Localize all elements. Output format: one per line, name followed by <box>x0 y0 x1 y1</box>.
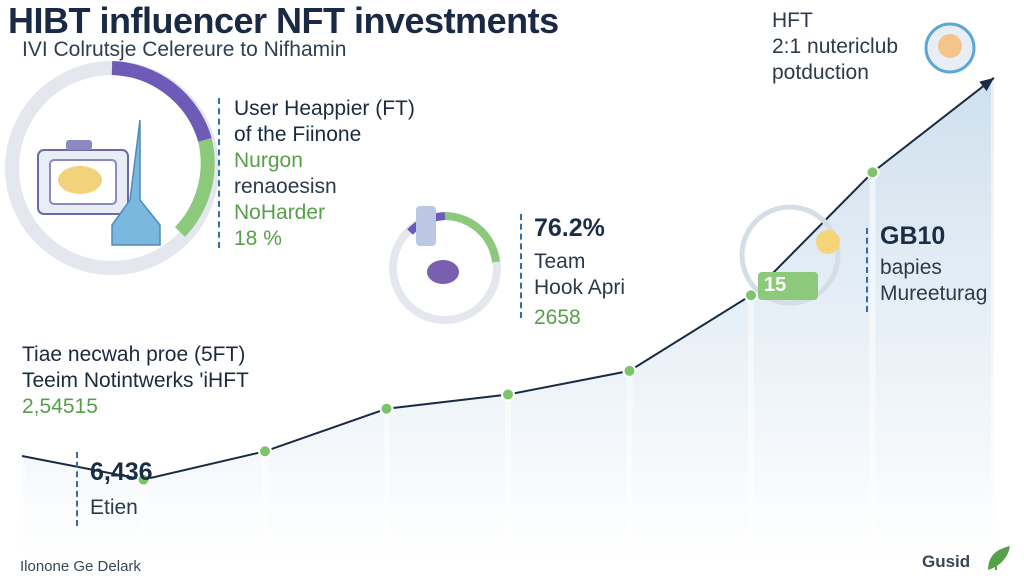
footer-left-text: Ilonone Ge Delark <box>20 558 141 575</box>
callout-line: Nurgon <box>234 149 303 172</box>
callout-value: 2,54515 <box>22 395 98 418</box>
callout-line: Teeim Notintwerks 'iHFT <box>22 369 249 392</box>
callout-value: GB10 <box>880 222 946 250</box>
callout-line: Tiae necwah proe (5FT) <box>22 343 246 366</box>
callout-value: 76.2% <box>534 214 605 242</box>
callout-line: 2:1 nutericlub <box>772 35 899 58</box>
callout-line: potduction <box>772 61 869 84</box>
callout-value-secondary: 2658 <box>534 306 581 329</box>
callout-bottom: 6,436 Etien <box>90 458 153 521</box>
gauge-illustration <box>5 61 219 275</box>
callout-line: of the Fiinone <box>234 123 362 146</box>
callout-left-mid: Tiae necwah proe (5FT) Teeim Notintwerks… <box>22 342 249 420</box>
series-arrowhead <box>979 77 994 92</box>
leaf-icon <box>988 546 1010 570</box>
callout-top-left: User Heappier (FT) of the Fiinone Nurgon… <box>234 96 415 252</box>
data-point <box>622 363 637 378</box>
callout-right: GB10 bapies Mureeturag <box>880 222 987 307</box>
badge-value: 15 <box>764 274 787 296</box>
callout-line: Etien <box>90 496 138 519</box>
data-point <box>136 472 151 487</box>
data-point <box>379 401 394 416</box>
footer-brand: Gusid <box>922 552 971 571</box>
callout-value: 6,436 <box>90 458 153 486</box>
data-point <box>744 288 758 303</box>
chart-title: HIBT influencer NFT investments <box>8 0 559 41</box>
magnifier-illustration <box>739 204 841 306</box>
team-illustration <box>389 206 501 324</box>
callout-line: Hook Apri <box>534 276 626 299</box>
callout-line: Team <box>534 250 586 273</box>
data-point <box>501 387 515 402</box>
callout-line: Mureeturag <box>880 282 988 305</box>
data-point <box>258 444 272 459</box>
callout-line: User Heappier (FT) <box>234 97 415 120</box>
chart-subtitle: IVI Colrutsje Celereure to Nifhamin <box>22 38 347 61</box>
callout-line: HFT <box>772 9 813 32</box>
callout-line: renaoesisn <box>234 175 337 198</box>
callout-divider <box>520 214 524 318</box>
callout-line: NoHarder <box>234 201 326 224</box>
callout-value: 18 % <box>234 227 282 250</box>
callout-middle: 76.2% Team Hook Apri 2658 <box>534 214 625 331</box>
callout-top-right: HFT 2:1 nutericlub potduction <box>772 8 898 86</box>
callout-divider <box>76 452 80 526</box>
callout-line: bapies <box>880 256 942 279</box>
avatar-illustration <box>924 22 976 74</box>
data-point <box>865 165 880 180</box>
callout-divider <box>866 228 870 312</box>
callout-divider <box>218 98 222 248</box>
